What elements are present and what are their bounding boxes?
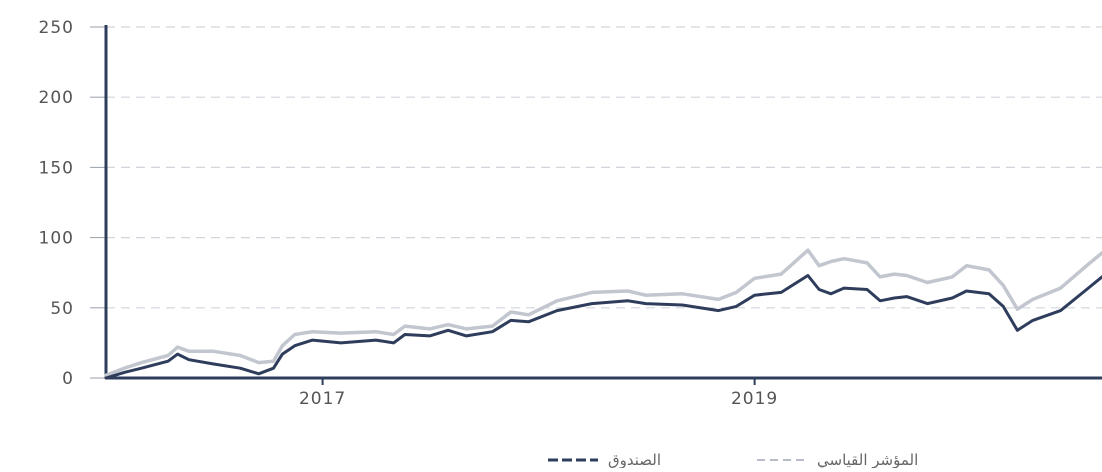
y-tick-label-200: 200 xyxy=(39,88,74,108)
x-tick-label-2017: 2017 xyxy=(299,389,346,409)
series-line-benchmark xyxy=(104,248,1102,377)
series-line-fund xyxy=(104,274,1102,380)
series-layer xyxy=(104,248,1102,380)
y-tick-label-100: 100 xyxy=(39,229,74,249)
y-tick-label-0: 0 xyxy=(62,369,74,389)
y-tick-label-50: 50 xyxy=(50,299,74,319)
x-tick-label-2019: 2019 xyxy=(731,389,778,409)
y-tick-label-250: 250 xyxy=(39,18,74,38)
grid-layer xyxy=(106,26,1102,309)
legend-fund-label: الصندوق xyxy=(608,451,661,468)
legend: الصندوق المؤشر القياسي xyxy=(548,451,918,470)
axis-layer: 0 50 100 150 200 250 2017 2019 xyxy=(39,18,1102,409)
legend-benchmark-label: المؤشر القياسي xyxy=(817,451,918,468)
y-tick-label-150: 150 xyxy=(39,158,74,178)
